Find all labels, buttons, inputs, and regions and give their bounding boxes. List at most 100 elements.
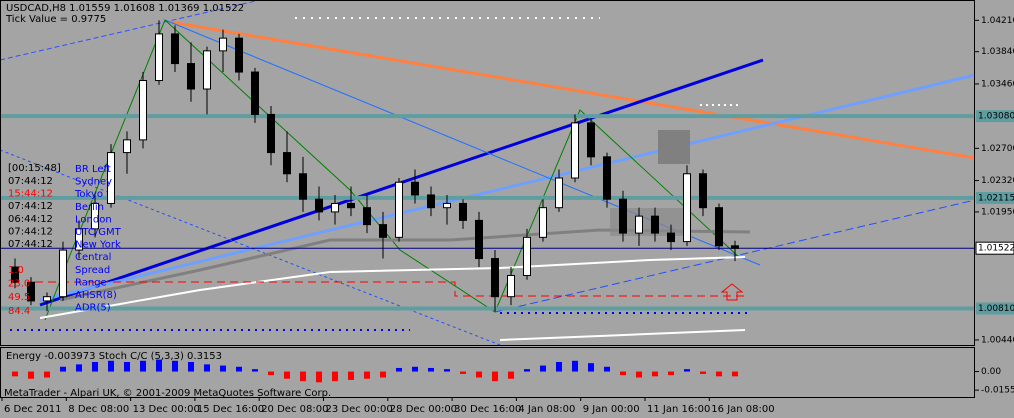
session-label: BR Left: [75, 164, 111, 175]
candle-body: [43, 296, 51, 302]
zigzag: [44, 19, 741, 321]
candle-body: [155, 33, 163, 82]
energy-bar: [364, 371, 370, 379]
energy-bar: [316, 371, 322, 383]
energy-bar: [620, 371, 626, 376]
session-label: London: [75, 214, 112, 225]
energy-bar: [236, 366, 242, 372]
energy-bar: [220, 365, 226, 372]
energy-bar: [108, 360, 114, 372]
x-tick-label: 13 Dec 00:00: [133, 404, 200, 415]
session-label: Central: [75, 252, 111, 263]
candle-body: [715, 207, 723, 247]
candle-body: [539, 207, 547, 238]
candle-body: [603, 156, 611, 200]
session-time: 07:44:12: [8, 226, 53, 237]
x-tick-label: 28 Dec 00:00: [390, 404, 457, 415]
candle-body: [123, 139, 131, 154]
y-tick-label: 1.03460: [981, 79, 1014, 89]
level-tag: [976, 302, 1014, 315]
energy-bar: [716, 371, 722, 377]
energy-bar: [92, 361, 98, 372]
energy-bar: [28, 371, 34, 379]
energy-bar: [604, 366, 610, 372]
y-tick-label: 1.02700: [981, 144, 1014, 154]
candle-body: [267, 113, 275, 154]
level-tag: [976, 110, 1014, 123]
level-label: 1.00810: [978, 304, 1014, 314]
clock: [00:15:48]: [8, 163, 61, 174]
candle-body: [523, 236, 531, 276]
energy-bar: [380, 371, 386, 378]
last-price-tag: [975, 241, 1014, 255]
session-time: 06:44:12: [8, 214, 53, 225]
session-time: 15:44:12: [8, 189, 53, 200]
symbol-header: USDCAD,H8 1.01559 1.01608 1.01369 1.0152…: [6, 3, 244, 14]
x-tick-label: 8 Dec 08:00: [68, 404, 129, 415]
energy-bar: [124, 361, 130, 372]
energy-bar: [444, 369, 450, 372]
energy-bar: [460, 371, 466, 374]
x-tick-label: 20 Dec 08:00: [261, 404, 328, 415]
candle-body: [219, 37, 227, 52]
candle-body: [363, 207, 371, 226]
level-label: 1.02115: [978, 193, 1014, 203]
energy-bar: [332, 371, 338, 382]
candle-body: [587, 122, 595, 158]
drawings: [0, 0, 976, 346]
plot: [0, 20, 1014, 383]
energy-bar: [204, 364, 210, 372]
energy-bar: [732, 371, 738, 377]
candle-body: [59, 249, 67, 298]
session-label: Sydney: [75, 177, 112, 188]
y-tick-label: 1.04210: [981, 16, 1014, 26]
candle-body: [619, 198, 627, 234]
level-tag: [976, 191, 1014, 204]
x-tick-label: 23 Dec 00:00: [326, 404, 393, 415]
x-tick-label: 30 Dec 16:00: [454, 404, 521, 415]
energy-bar: [396, 367, 402, 372]
candle-body: [491, 258, 499, 298]
candle-body: [27, 281, 35, 302]
y-tick-label: 1.01950: [981, 207, 1014, 217]
stat-value: 1.0: [8, 265, 24, 276]
session-label: AHSR(8): [75, 290, 117, 301]
energy-bar: [524, 369, 530, 372]
y-tick-label: 0.00: [981, 367, 1001, 377]
candle-body: [459, 202, 467, 221]
candle-body: [91, 202, 99, 230]
y-tick-label: 1.00440: [981, 335, 1014, 345]
y-tick-label: 1.02320: [981, 176, 1014, 186]
main-frame: [0, 0, 975, 346]
candle-body: [139, 80, 147, 141]
energy-bar: [428, 367, 434, 372]
candle-body: [187, 63, 195, 90]
x-tick-label: 4 Jan 08:00: [518, 404, 575, 415]
session-label: Berlin: [75, 202, 104, 213]
candle-body: [283, 152, 291, 175]
footer: MetaTrader - Alpari UK, © 2001-2009 Meta…: [4, 388, 331, 399]
energy-bar: [268, 371, 274, 376]
energy-bar: [492, 371, 498, 382]
energy-bar: [12, 371, 18, 377]
energy-bar: [476, 371, 482, 378]
candle-body: [395, 181, 403, 238]
x-tick-label: 11 Jan 16:00: [647, 404, 710, 415]
candle-body: [571, 122, 579, 179]
y-tick-label: -0.01556: [981, 386, 1014, 396]
energy-bar: [76, 364, 82, 372]
indicator-frame: [0, 347, 975, 398]
session-label: UTC/GMT: [75, 227, 122, 238]
session-label: New York: [75, 240, 121, 251]
candle-body: [315, 198, 323, 213]
energy-bar: [652, 371, 658, 377]
trend-line: [39, 73, 976, 302]
candle-body: [379, 224, 387, 238]
arrow: [720, 283, 744, 301]
energy-bar: [700, 371, 706, 374]
candle-body: [331, 202, 339, 213]
candle-body: [699, 173, 707, 209]
session-time: 07:44:12: [8, 201, 53, 212]
